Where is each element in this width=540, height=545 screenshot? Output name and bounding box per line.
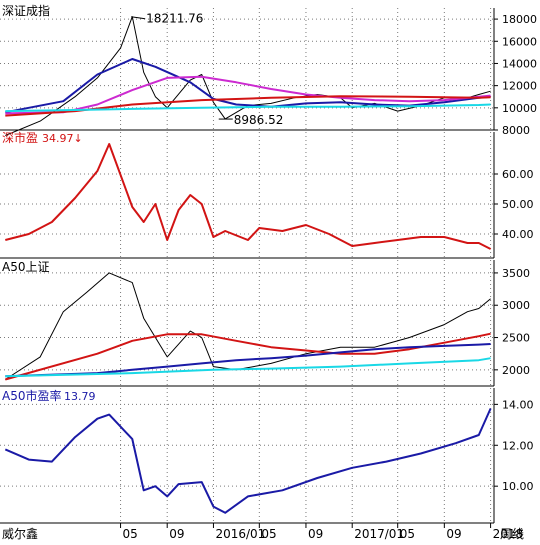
panel-1-title-value: 34.97↓ [42,132,83,145]
x-tick-label-2: 2016/01 [215,527,265,540]
x-tick-label-0: 05 [123,527,138,540]
x-axis-right-label: 周线 [500,527,524,540]
panel-1-ytick-label-2: 40.00 [502,228,534,241]
x-axis-left-label: 威尔鑫 [2,526,38,540]
panel-2-series-0 [5,272,491,380]
panel-0-ytick-label-3: 12000 [502,80,537,93]
panel-0-annotation-0: 18211.76 [146,12,203,26]
x-tick-label-5: 2017/01 [354,527,404,540]
panel-3-ytick-label-2: 10.00 [502,480,534,493]
panel-2-title: A50上证 [2,260,49,274]
x-tick-label-6: 05 [400,527,415,540]
x-tick-label-7: 09 [446,527,461,540]
panel-0-ytick-label-2: 14000 [502,57,537,70]
panel-2-series-3 [5,357,491,378]
panel-2-ytick-label-2: 2500 [502,332,530,345]
panel-2-ytick-label-3: 2000 [502,364,530,377]
x-tick-label-4: 09 [308,527,323,540]
panel-1-ytick-label-0: 60.00 [502,168,534,181]
panel-0-series-2 [5,75,491,115]
panel-2-ytick-label-1: 3000 [502,299,530,312]
panel-2-series-1 [5,332,491,381]
panel-0-ytick-label-5: 8000 [502,124,530,137]
panel-3-title-value: 13.79 [64,390,96,403]
panel-0-ytick-label-0: 18000 [502,13,537,26]
panel-3-title: A50市盈率 [2,388,61,403]
panel-3-ytick-label-1: 12.00 [502,439,534,452]
x-tick-label-3: 05 [261,527,276,540]
panel-0-annotation-1: 8986.52 [234,113,284,127]
panel-2-ytick-label-0: 3500 [502,267,530,280]
panel-0-ytick-label-4: 10000 [502,102,537,115]
panel-0-series-1 [5,58,491,114]
panel-1-title: 深市盈 [2,130,38,145]
panel-3-series-0 [4,408,492,514]
x-tick-label-8: 2018 [493,527,524,540]
x-tick-label-1: 09 [169,527,184,540]
panel-3-ytick-label-0: 14.00 [502,398,534,411]
panel-1-series-0 [5,143,492,250]
panel-0-ytick-label-1: 16000 [502,35,537,48]
panel-1-ytick-label-1: 50.00 [502,198,534,211]
panel-0-title: 深证成指 [2,3,50,18]
panel-0-series-4 [5,103,491,113]
panel-0-annotation-0-leader [131,16,146,20]
panel-2-series-2 [5,343,491,378]
